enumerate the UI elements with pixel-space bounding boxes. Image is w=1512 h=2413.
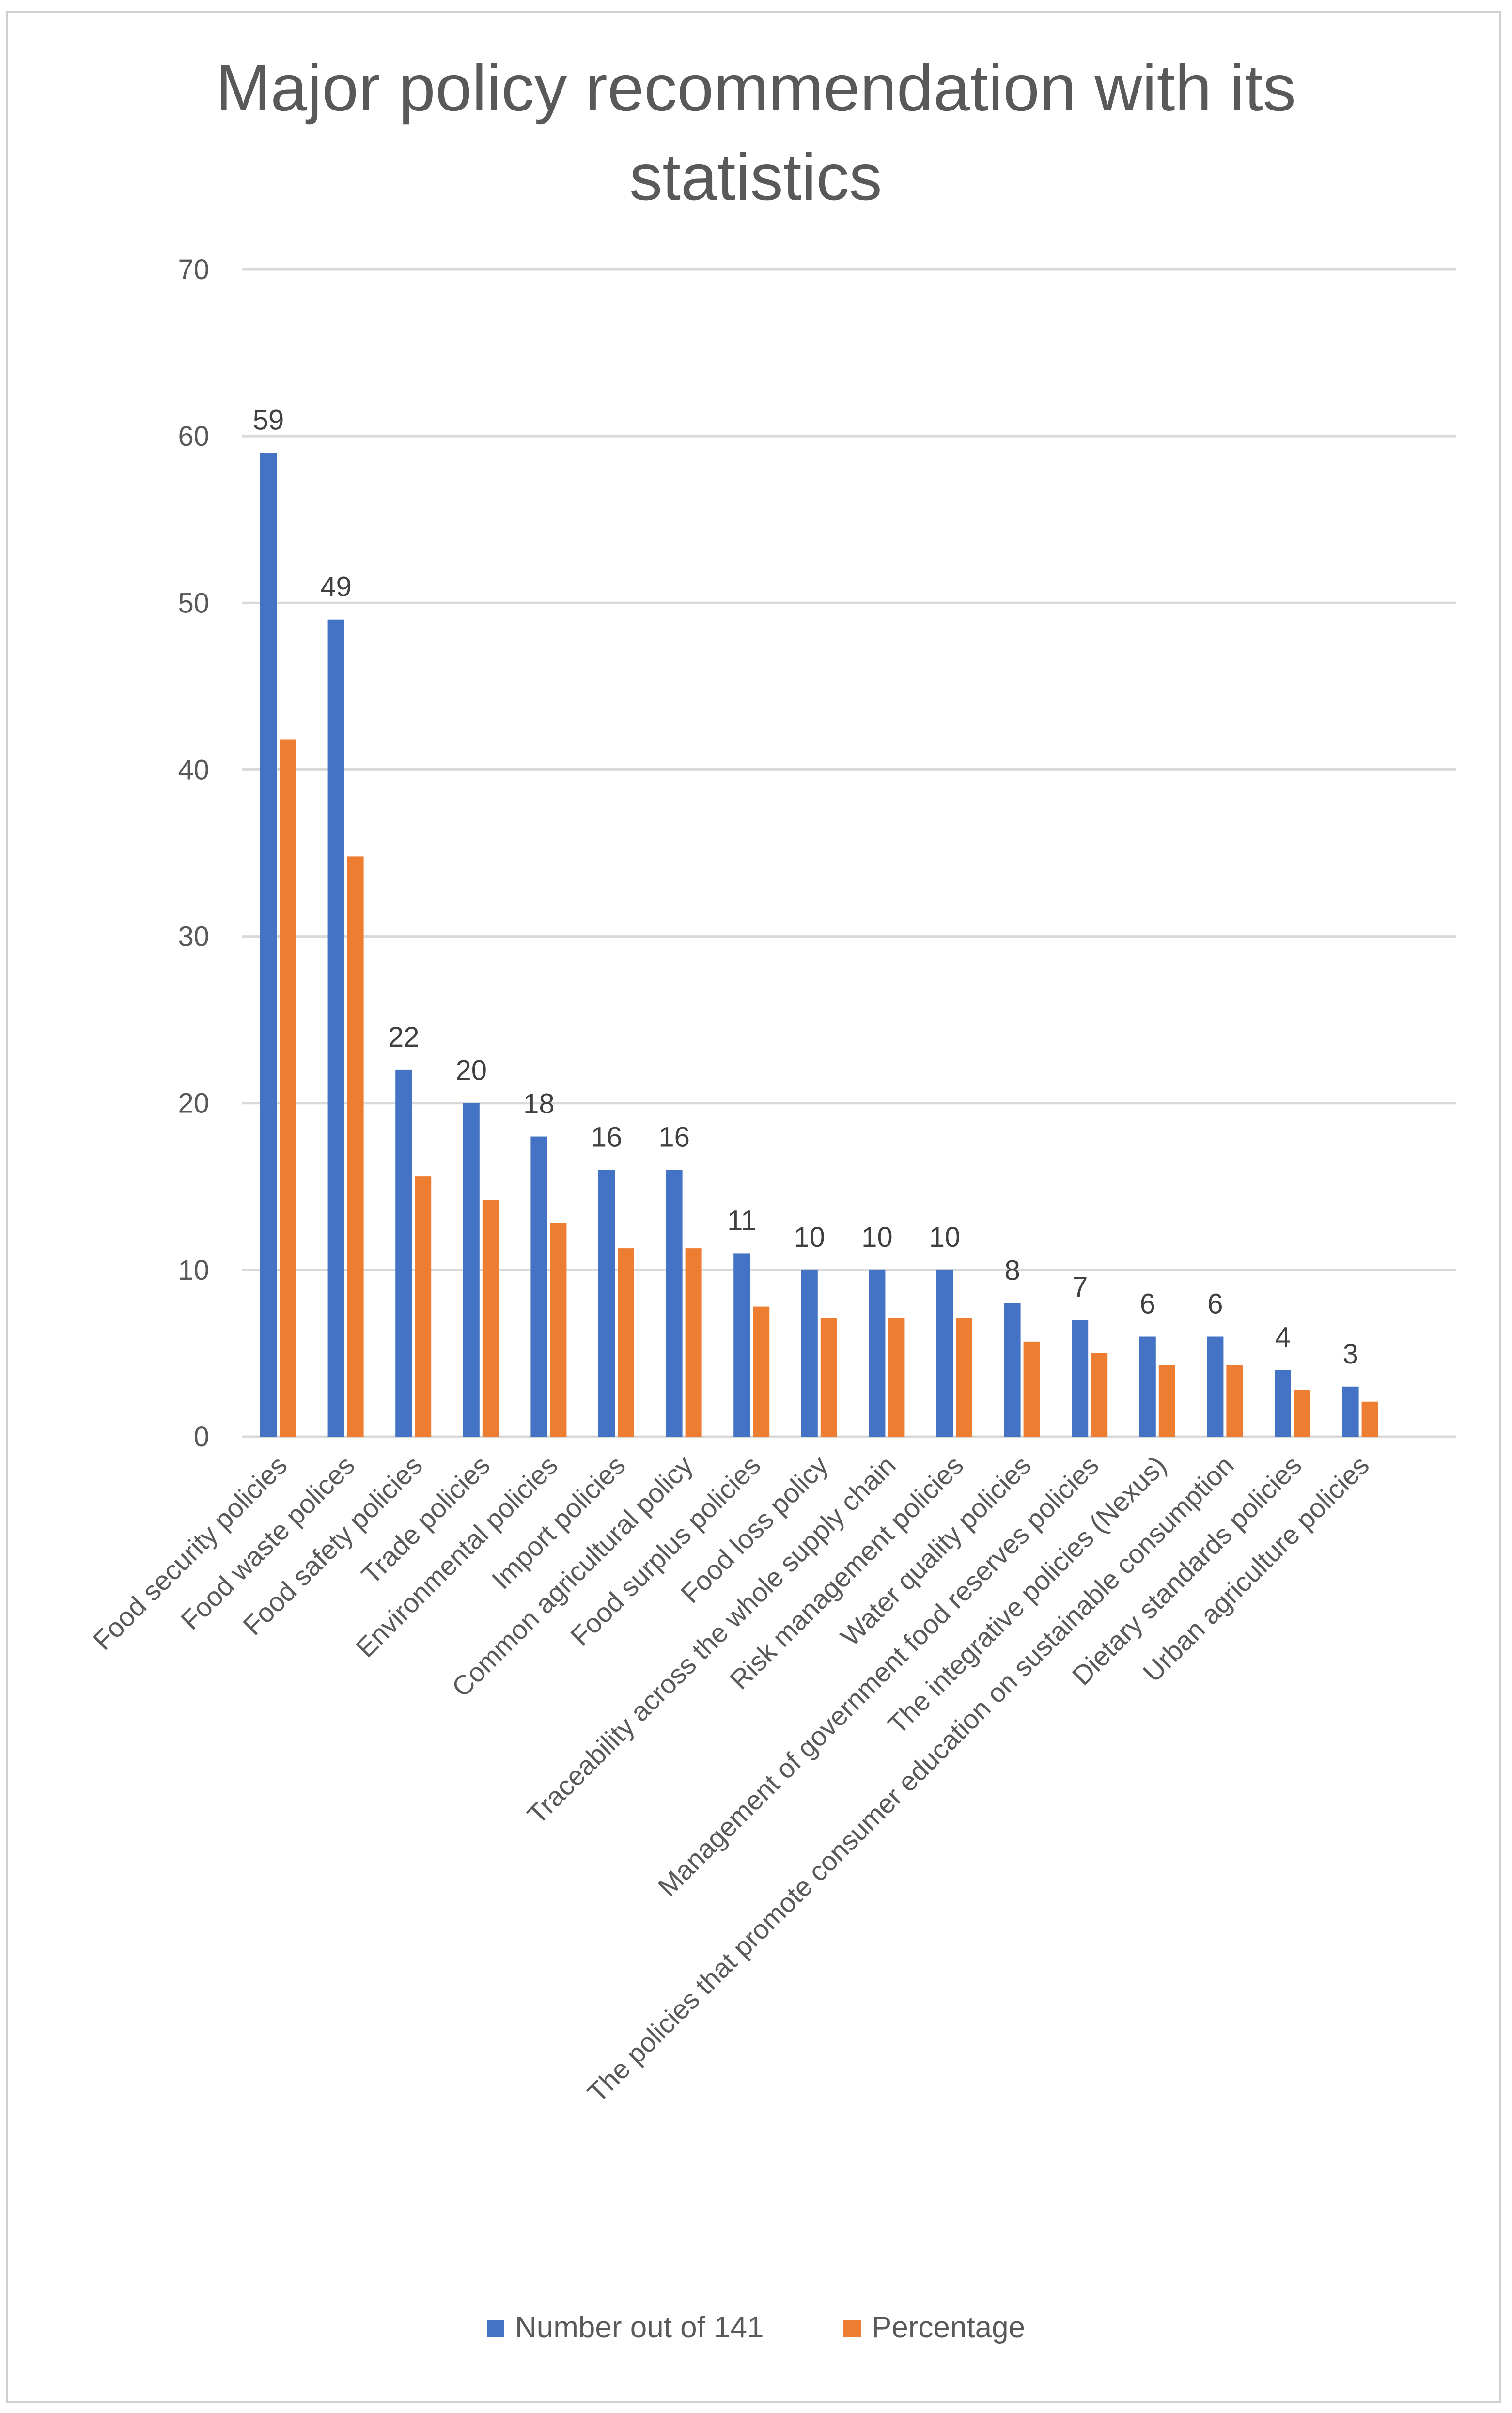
y-tick-label-10: 10 — [178, 1254, 209, 1286]
bar-percentage-17 — [1361, 1401, 1378, 1437]
chart-title-line-1: Major policy recommendation with its — [216, 51, 1296, 125]
data-label-2: 49 — [320, 571, 352, 603]
gridlines — [242, 268, 1456, 1438]
data-label-12: 8 — [1004, 1255, 1020, 1286]
data-label-5: 18 — [523, 1088, 555, 1120]
bar-percentage-14 — [1158, 1365, 1175, 1437]
bar-number-15 — [1207, 1336, 1224, 1437]
legend-percentage-label: Percentage — [872, 2311, 1025, 2344]
bar-number-11 — [936, 1269, 953, 1437]
bar-number-13 — [1072, 1320, 1089, 1437]
bar-percentage-12 — [1023, 1341, 1040, 1437]
data-labels: 59 49 22 20 18 16 16 11 10 10 10 8 7 6 6 4 3 — [253, 405, 1358, 1370]
bar-number-8 — [733, 1253, 750, 1437]
bar-percentage-15 — [1226, 1365, 1243, 1437]
data-label-15: 6 — [1207, 1288, 1223, 1320]
data-label-16: 4 — [1275, 1321, 1291, 1353]
bar-number-4 — [463, 1103, 480, 1437]
bar-percentage-6 — [618, 1248, 634, 1437]
y-tick-label-30: 30 — [178, 921, 209, 953]
y-tick-label-20: 20 — [178, 1088, 209, 1119]
data-label-8: 11 — [727, 1205, 756, 1236]
y-tick-label-50: 50 — [178, 587, 209, 619]
bar-number-1 — [260, 453, 277, 1437]
legend: Number out of 141 Percentage — [487, 2311, 1025, 2344]
legend-number-swatch — [487, 2320, 504, 2337]
data-label-14: 6 — [1140, 1288, 1155, 1320]
chart-frame — [6, 11, 1501, 2403]
bar-percentage-13 — [1091, 1353, 1108, 1437]
bar-number-9 — [801, 1269, 818, 1437]
bar-percentage-4 — [482, 1200, 499, 1437]
y-axis-ticks: 0 10 20 30 40 50 60 70 — [178, 254, 209, 1453]
bar-percentage-3 — [415, 1176, 432, 1437]
y-tick-label-70: 70 — [178, 254, 209, 285]
bar-number-2 — [327, 619, 344, 1437]
bar-number-10 — [869, 1269, 886, 1437]
bar-number-7 — [666, 1170, 683, 1437]
bar-percentage-5 — [550, 1223, 567, 1437]
chart-title-line-2: statistics — [629, 140, 882, 214]
bar-percentage-2 — [347, 856, 364, 1437]
data-label-6: 16 — [591, 1121, 623, 1153]
y-tick-label-40: 40 — [178, 754, 209, 785]
data-label-9: 10 — [794, 1222, 826, 1253]
bar-percentage-7 — [685, 1248, 702, 1437]
legend-number-label: Number out of 141 — [515, 2311, 764, 2344]
bar-number-17 — [1342, 1386, 1359, 1437]
data-label-4: 20 — [456, 1055, 487, 1086]
y-tick-label-0: 0 — [194, 1421, 209, 1453]
data-label-11: 10 — [929, 1222, 961, 1253]
data-label-10: 10 — [861, 1222, 893, 1253]
bar-percentage-16 — [1294, 1390, 1310, 1437]
bars — [260, 453, 1378, 1437]
bar-number-6 — [598, 1170, 615, 1437]
bar-percentage-9 — [820, 1318, 837, 1437]
bar-percentage-11 — [956, 1318, 972, 1437]
bar-number-14 — [1139, 1336, 1156, 1437]
bar-number-16 — [1275, 1370, 1291, 1437]
bar-percentage-10 — [888, 1318, 905, 1437]
data-label-17: 3 — [1342, 1338, 1358, 1370]
legend-percentage-swatch — [843, 2320, 861, 2337]
bar-percentage-8 — [753, 1306, 770, 1437]
data-label-3: 22 — [388, 1021, 420, 1053]
y-tick-label-60: 60 — [178, 421, 209, 452]
bar-number-12 — [1004, 1303, 1021, 1437]
data-label-7: 16 — [658, 1121, 690, 1153]
data-label-13: 7 — [1072, 1271, 1088, 1303]
bar-percentage-1 — [280, 739, 296, 1437]
bar-number-5 — [530, 1136, 547, 1437]
bar-number-3 — [395, 1069, 412, 1437]
data-label-1: 59 — [253, 405, 284, 436]
chart-title: Major policy recommendation with its sta… — [216, 51, 1296, 214]
